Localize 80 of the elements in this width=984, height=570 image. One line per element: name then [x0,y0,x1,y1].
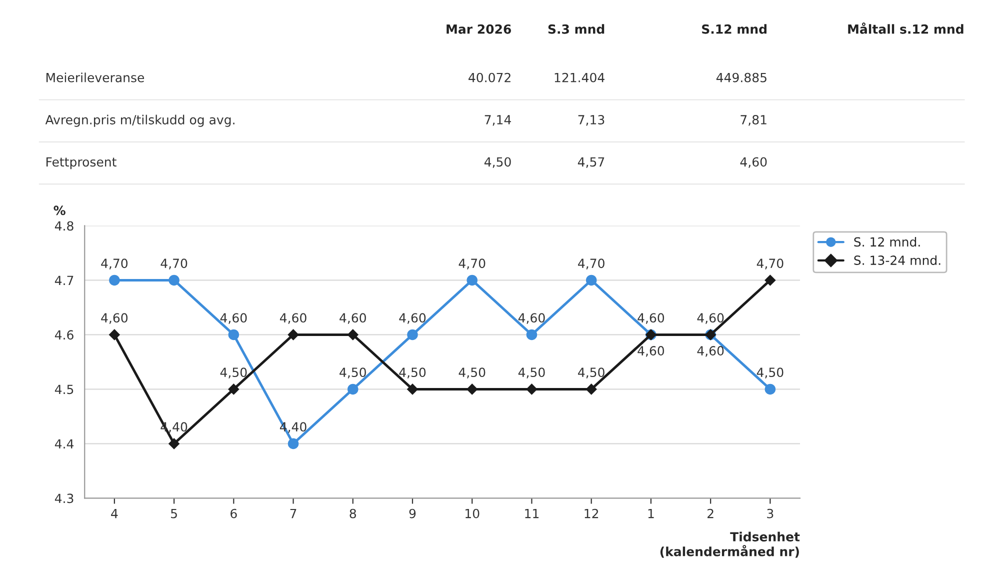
data-label: 4,60 [399,313,426,324]
text: Avregn.pris m/tilskudd og avg. [45,114,234,127]
point [466,384,478,395]
x-tick-label: 3 [767,508,774,518]
data-label: 4,70 [160,258,188,270]
y-tick-label: 4.5 [54,384,74,394]
text: S.3 mnd [548,24,604,34]
data-label: 4,70 [756,258,784,270]
x-tick-label: 2 [708,508,714,518]
point [526,384,538,395]
text: 40.072 [468,72,510,82]
text: Måltall s.12 mnd [848,22,964,34]
text: 7,81 [740,115,766,126]
point [348,384,358,395]
data-label: 4,60 [340,313,366,324]
data-label: 4,50 [756,368,784,378]
x-axis-title: Tidsenhet (kalendermåned nr) [660,532,800,558]
point [109,329,120,340]
x-tick-label: 12 [584,508,598,518]
x-tick-label: 4 [111,508,118,518]
text: 121.404 [554,72,604,82]
data-label: 4,60 [638,313,664,324]
data-label: 4,70 [458,258,486,270]
point [466,274,478,286]
point [288,329,299,340]
legend-label: S. 12 mnd. [854,236,920,247]
data-label: 4,50 [578,368,604,378]
data-label: 4,60 [697,313,724,324]
y-axis-title: % [54,206,66,216]
x-tick-label: 7 [290,508,296,518]
data-label: 4,60 [280,313,306,324]
text: Mar 2026 [446,24,512,34]
point [586,274,597,286]
y-tick-label: 4.7 [54,276,74,285]
data-label: 4,50 [220,368,247,378]
text: Fettprosent [46,157,116,170]
point [168,274,180,286]
data-label: 4,60 [220,313,247,324]
data-label: 4,60 [638,346,664,357]
point [288,438,299,450]
x-tick-label: 11 [525,508,539,518]
data-label: 4,50 [458,368,486,378]
point [526,329,538,340]
text: 4,57 [578,157,604,168]
data-label: 4,60 [101,313,128,324]
text: 7,13 [578,115,604,126]
text: 4,60 [740,157,767,168]
text: 7,14 [484,115,511,126]
point [764,274,776,286]
data-label: 4,70 [101,258,128,270]
y-tick-label: 4.3 [54,494,74,504]
legend-label: S. 13-24 mnd. [854,255,940,265]
data-label: 4,50 [518,368,545,378]
point [168,438,180,450]
y-tick-label: 4.4 [54,439,74,448]
point [347,329,358,340]
x-tick-label: 5 [171,508,177,518]
point [228,384,240,395]
y-tick-label: 4.6 [54,330,74,340]
point [109,274,120,286]
data-label: 4,50 [340,368,366,378]
point [407,384,418,395]
x-tick-label: 1 [648,508,654,518]
text: S.12 mnd [702,24,766,34]
data-label: 4,60 [518,313,545,324]
text: Meierileveranse [46,72,144,82]
data-label: 4,50 [399,368,426,378]
x-tick-label: 6 [230,508,237,518]
point [764,384,776,395]
x-tick-label: 8 [350,508,356,518]
point [228,329,240,340]
x-tick-label: 10 [466,508,480,518]
point [586,384,597,395]
data-label: 4,70 [578,258,604,270]
y-tick-label: 4.8 [54,221,74,231]
data-label: 4,60 [697,346,724,357]
text: 4,50 [484,157,511,168]
text: 449.885 [716,72,766,82]
point [407,329,418,340]
x-tick-label: 9 [409,508,416,518]
